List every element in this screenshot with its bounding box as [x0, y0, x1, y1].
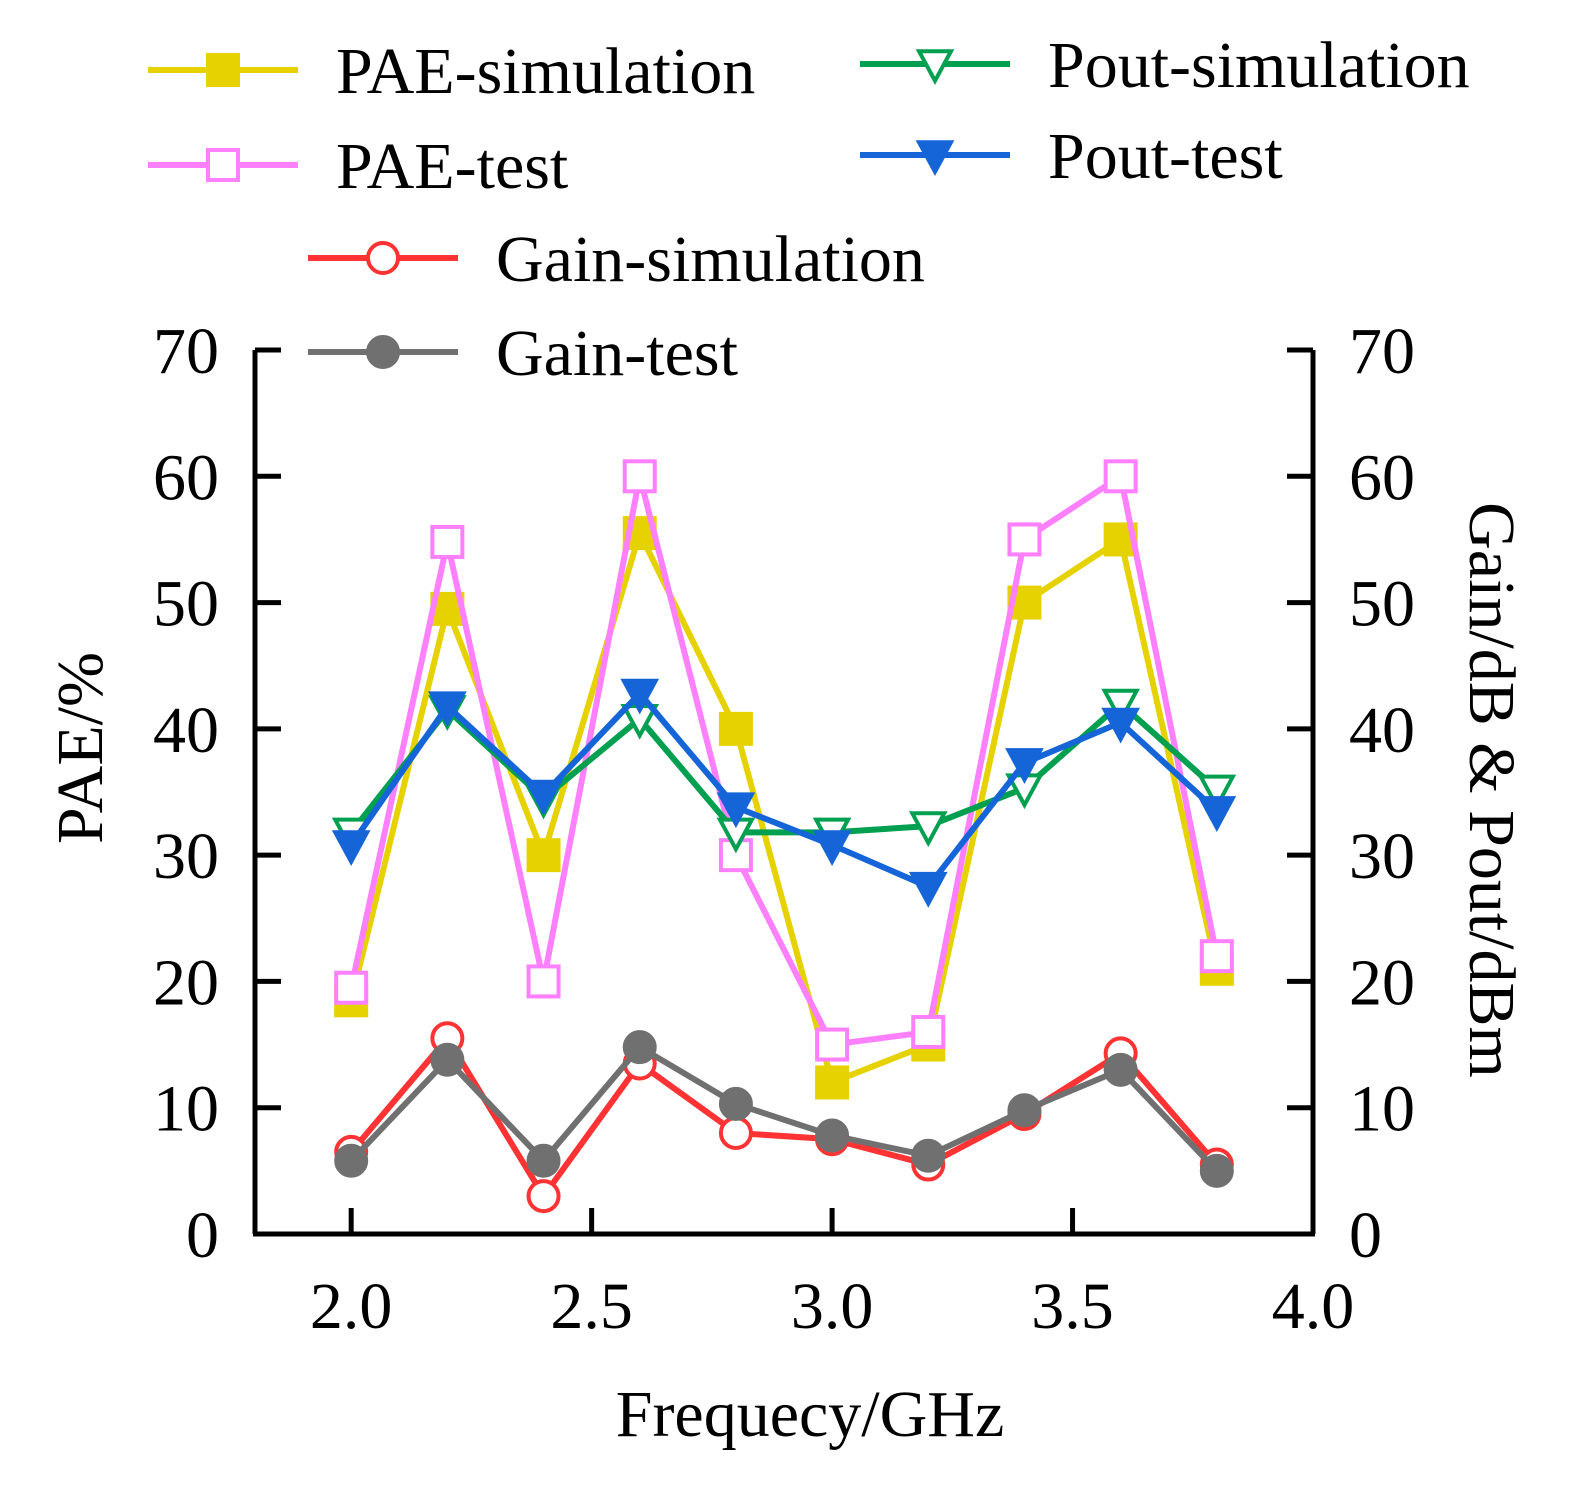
series-line: [348, 473, 1220, 1048]
series-layer: [331, 459, 1237, 1214]
data-point: [908, 811, 948, 848]
y-tick-label: 40: [153, 694, 219, 767]
y-tick-label: 30: [153, 820, 219, 893]
series-line: [349, 1044, 1219, 1173]
legend-label: Pout-simulation: [1048, 29, 1470, 102]
series-line: [348, 700, 1219, 836]
data-point: [1197, 796, 1237, 832]
legend-marker: [915, 140, 955, 177]
data-point: [1103, 459, 1138, 494]
legend-marker: [366, 241, 400, 275]
data-point: [911, 1138, 946, 1173]
data-point: [622, 1030, 657, 1065]
data-point: [1197, 774, 1237, 811]
y2-tick-label: 0: [1349, 1199, 1382, 1272]
y2-tick-label: 20: [1349, 946, 1415, 1019]
data-point: [430, 524, 465, 559]
legend-item-pout-test: Pout-test: [860, 120, 1283, 193]
data-point: [526, 964, 561, 999]
x-tick-label: 3.0: [791, 1270, 874, 1343]
series-line: [348, 530, 1220, 1086]
axes-layer: 0 10 20 30 40 50 60 70 0 10 20 30 40 50 60 70 2.0 2.5 3.0 3…: [153, 315, 1415, 1343]
data-point: [716, 792, 756, 829]
legend-item-gain-test: Gain-test: [308, 317, 738, 390]
x-tick-label: 2.5: [550, 1270, 633, 1343]
data-point: [718, 711, 753, 746]
data-point: [620, 678, 660, 715]
data-point: [1007, 522, 1042, 557]
data-point: [815, 1118, 850, 1153]
legend-label: Gain-test: [496, 317, 738, 390]
series-pout-test: [331, 678, 1237, 908]
y2-tick-label: 60: [1349, 441, 1415, 514]
legend-label: PAE-simulation: [336, 35, 755, 108]
x-axis-title: Frequecy/GHz: [616, 1378, 1005, 1451]
data-point: [1101, 688, 1140, 725]
y2-tick-label: 40: [1349, 694, 1415, 767]
y-tick-label: 20: [153, 946, 219, 1019]
legend-item-gain-simulation: Gain-simulation: [308, 223, 925, 296]
data-point: [812, 830, 852, 867]
legend-item-pae-test: PAE-test: [148, 130, 568, 203]
legend-label: PAE-test: [336, 130, 568, 203]
y2-tick-label: 50: [1349, 568, 1415, 641]
data-point: [911, 1014, 946, 1049]
data-point: [1101, 707, 1140, 744]
data-point: [908, 871, 948, 908]
legend-item-pout-simulation: Pout-simulation: [860, 29, 1470, 102]
legend-marker: [915, 49, 955, 86]
series-pae-test: [334, 459, 1234, 1062]
y-tick-label: 50: [153, 568, 219, 641]
legend: PAE-simulation PAE-test Gain-simulation Gai…: [148, 29, 1470, 390]
data-point: [334, 970, 369, 1005]
data-point: [430, 1042, 465, 1077]
legend-marker: [206, 148, 240, 182]
data-point: [526, 1179, 561, 1214]
data-point: [526, 1143, 561, 1178]
data-point: [1005, 748, 1044, 784]
y2-tick-label: 70: [1349, 315, 1415, 388]
data-point: [622, 459, 657, 494]
data-point: [334, 1143, 369, 1178]
series-gain-test: [334, 1030, 1234, 1188]
data-point: [1199, 1153, 1234, 1188]
data-point: [1199, 939, 1234, 974]
data-point: [331, 830, 371, 867]
x-tick-label: 4.0: [1272, 1270, 1355, 1343]
data-point: [718, 1115, 753, 1150]
y-tick-label: 0: [186, 1199, 219, 1272]
y2-axis-title: Gain/dB & Pout/dBm: [1455, 502, 1528, 1078]
data-point: [718, 1086, 753, 1121]
data-point: [1007, 1093, 1042, 1128]
legend-marker: [206, 53, 240, 87]
series-line: [348, 690, 1219, 890]
series-pae-simulation: [334, 516, 1234, 1100]
x-tick-label: 3.5: [1031, 1270, 1114, 1343]
legend-label: Gain-simulation: [496, 223, 925, 296]
data-point: [815, 1065, 850, 1100]
y2-tick-label: 10: [1349, 1073, 1415, 1146]
data-point: [815, 1027, 850, 1062]
y-tick-label: 10: [153, 1073, 219, 1146]
legend-item-pae-simulation: PAE-simulation: [148, 35, 755, 108]
series-line: [348, 1035, 1220, 1200]
data-point: [428, 691, 467, 728]
y-tick-label: 60: [153, 441, 219, 514]
data-point: [1103, 1052, 1138, 1087]
data-point: [524, 779, 563, 816]
y2-tick-label: 30: [1349, 820, 1415, 893]
data-point: [526, 838, 561, 873]
y-axis-title: PAE/%: [44, 652, 117, 844]
x-tick-label: 2.0: [310, 1270, 393, 1343]
y-tick-label: 70: [153, 315, 219, 388]
legend-marker: [366, 335, 400, 369]
legend-label: Pout-test: [1048, 120, 1283, 193]
